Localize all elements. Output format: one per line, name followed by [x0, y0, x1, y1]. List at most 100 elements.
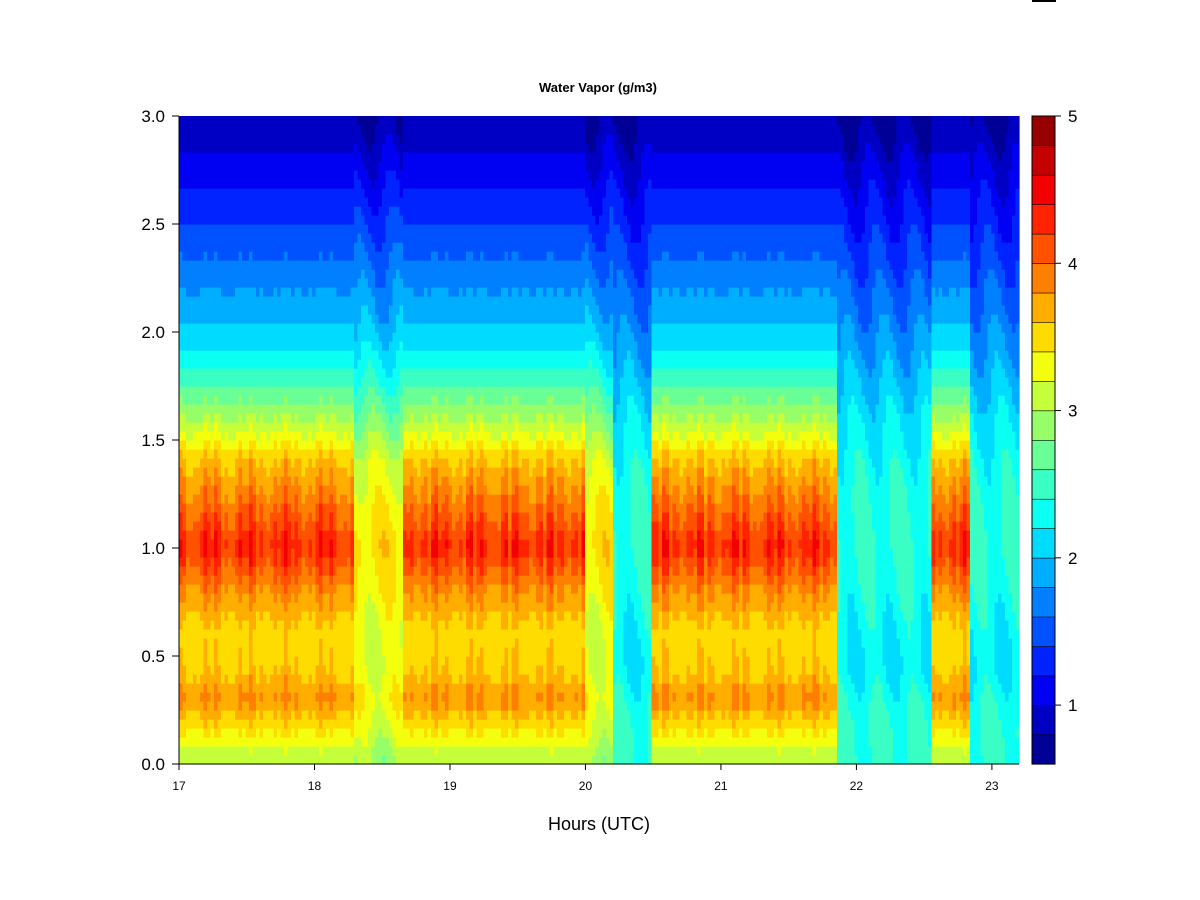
heatmap-cell — [249, 278, 253, 288]
heatmap-cell — [330, 152, 334, 162]
heatmap-cell — [197, 629, 201, 639]
heatmap-cell — [218, 701, 222, 711]
heatmap-cell — [200, 656, 204, 666]
heatmap-cell — [400, 692, 404, 702]
heatmap-cell — [365, 512, 369, 522]
heatmap-cell — [190, 629, 194, 639]
heatmap-cell — [267, 611, 271, 621]
heatmap-cell — [179, 719, 183, 729]
heatmap-cell — [218, 539, 222, 549]
heatmap-cell — [379, 278, 383, 288]
heatmap-cell — [337, 593, 341, 603]
heatmap-cell — [393, 656, 397, 666]
heatmap-cell — [295, 197, 299, 207]
heatmap-cell — [421, 710, 425, 720]
heatmap-cell — [323, 701, 327, 711]
heatmap-cell — [421, 674, 425, 684]
heatmap-cell — [358, 278, 362, 288]
heatmap-cell — [207, 278, 211, 288]
heatmap-cell — [260, 548, 264, 558]
heatmap-cell — [319, 692, 323, 702]
heatmap-cell — [179, 521, 183, 531]
heatmap-cell — [179, 539, 183, 549]
heatmap-cell — [235, 593, 239, 603]
heatmap-cell — [246, 179, 250, 189]
heatmap-cell — [309, 179, 313, 189]
heatmap-cell — [379, 467, 383, 477]
heatmap-cell — [368, 350, 372, 360]
heatmap-cell — [365, 404, 369, 414]
heatmap-cell — [246, 116, 250, 126]
heatmap-cell — [361, 404, 365, 414]
heatmap-cell — [179, 368, 183, 378]
heatmap-cell — [260, 296, 264, 306]
heatmap-cell — [361, 215, 365, 225]
heatmap-cell — [186, 575, 190, 585]
heatmap-cell — [263, 296, 267, 306]
heatmap-cell — [221, 530, 225, 540]
heatmap-cell — [225, 575, 229, 585]
heatmap-cell — [340, 323, 344, 333]
heatmap-cell — [302, 530, 306, 540]
heatmap-cell — [344, 593, 348, 603]
heatmap-cell — [421, 620, 425, 630]
heatmap-cell — [281, 287, 285, 297]
heatmap-cell — [414, 584, 418, 594]
heatmap-cell — [368, 539, 372, 549]
heatmap-cell — [295, 215, 299, 225]
heatmap-cell — [295, 251, 299, 261]
heatmap-cell — [333, 269, 337, 279]
heatmap-cell — [200, 530, 204, 540]
heatmap-cell — [330, 332, 334, 342]
heatmap-cell — [232, 701, 236, 711]
heatmap-cell — [417, 674, 421, 684]
heatmap-cell — [403, 566, 407, 576]
heatmap-cell — [298, 566, 302, 576]
heatmap-cell — [239, 440, 243, 450]
heatmap-cell — [186, 728, 190, 738]
heatmap-cell — [305, 512, 309, 522]
heatmap-cell — [214, 548, 218, 558]
heatmap-cell — [228, 377, 232, 387]
heatmap-cell — [190, 332, 194, 342]
heatmap-cell — [239, 242, 243, 252]
heatmap-cell — [288, 359, 292, 369]
heatmap-cell — [407, 314, 411, 324]
heatmap-cell — [410, 611, 414, 621]
heatmap-cell — [260, 134, 264, 144]
heatmap-cell — [393, 305, 397, 315]
heatmap-cell — [340, 467, 344, 477]
heatmap-cell — [179, 269, 183, 279]
heatmap-cell — [337, 359, 341, 369]
heatmap-cell — [389, 422, 393, 432]
heatmap-cell — [386, 548, 390, 558]
heatmap-cell — [249, 224, 253, 234]
heatmap-cell — [225, 584, 229, 594]
heatmap-cell — [218, 728, 222, 738]
heatmap-cell — [302, 368, 306, 378]
heatmap-cell — [270, 701, 274, 711]
heatmap-cell — [260, 341, 264, 351]
heatmap-cell — [375, 683, 379, 693]
heatmap-cell — [347, 575, 351, 585]
heatmap-cell — [186, 638, 190, 648]
heatmap-cell — [410, 377, 414, 387]
heatmap-cell — [347, 548, 351, 558]
heatmap-cell — [305, 503, 309, 513]
heatmap-cell — [372, 224, 376, 234]
heatmap-cell — [242, 260, 246, 270]
heatmap-cell — [410, 584, 414, 594]
heatmap-cell — [298, 575, 302, 585]
heatmap-cell — [389, 377, 393, 387]
heatmap-cell — [403, 458, 407, 468]
heatmap-cell — [183, 206, 187, 216]
heatmap-cell — [277, 143, 281, 153]
heatmap-cell — [281, 539, 285, 549]
heatmap-cell — [214, 566, 218, 576]
heatmap-cell — [284, 575, 288, 585]
heatmap-cell — [253, 458, 257, 468]
heatmap-cell — [309, 242, 313, 252]
heatmap-cell — [267, 116, 271, 126]
heatmap-cell — [249, 701, 253, 711]
heatmap-cell — [410, 539, 414, 549]
